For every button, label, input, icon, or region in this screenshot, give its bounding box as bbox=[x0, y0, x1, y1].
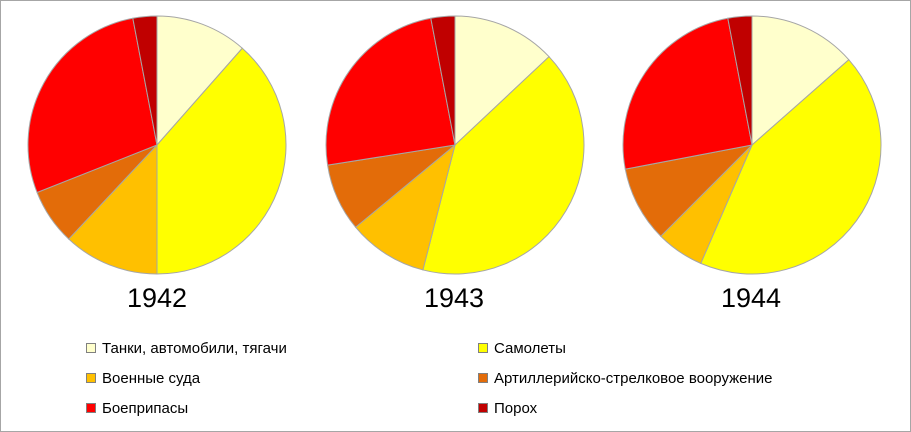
pie-slice-1943-ammo bbox=[325, 17, 456, 166]
legend-item-tanks: Танки, автомобили, тягачи bbox=[86, 338, 287, 358]
pie-label-1944: 1944 bbox=[720, 283, 782, 313]
pie-slice-1943-tanks bbox=[454, 15, 550, 147]
legend-item-planes: Самолеты bbox=[478, 338, 566, 358]
legend-swatch-ships bbox=[86, 373, 96, 383]
pie-slice-1943-planes bbox=[422, 55, 585, 275]
pie-slice-1942-powder bbox=[132, 15, 158, 146]
pie-charts bbox=[27, 15, 882, 275]
pie-slice-1942-ships bbox=[67, 143, 158, 275]
legend-item-powder: Порох bbox=[478, 398, 537, 418]
legend-item-artillery: Артиллерийско-стрелковое вооружение bbox=[478, 368, 773, 388]
pie-slice-1944-artillery bbox=[624, 144, 754, 237]
legend-swatch-powder bbox=[478, 403, 488, 413]
legend-swatch-planes bbox=[478, 343, 488, 353]
pie-slice-1944-tanks bbox=[751, 15, 850, 147]
pie-slice-1942-tanks bbox=[156, 15, 244, 147]
pie-slice-1943-ships bbox=[354, 143, 456, 271]
legend-swatch-artillery bbox=[478, 373, 488, 383]
legend-item-ships: Военные суда bbox=[86, 368, 200, 388]
pie-slice-1943-powder bbox=[430, 15, 456, 146]
legend-label-powder: Порох bbox=[494, 399, 538, 417]
legend-swatch-tanks bbox=[86, 343, 96, 353]
pie-slice-1944-powder bbox=[727, 15, 753, 146]
pie-label-1942: 1942 bbox=[126, 283, 188, 313]
legend-label-planes: Самолеты bbox=[494, 339, 566, 357]
legend-label-artillery: Артиллерийско-стрелковое вооружение bbox=[494, 369, 773, 387]
pie-slice-1944-ammo bbox=[622, 17, 753, 170]
pie-slice-1942-ammo bbox=[27, 17, 158, 194]
pie-slice-1944-planes bbox=[700, 58, 882, 275]
legend-item-ammo: Боеприпасы bbox=[86, 398, 188, 418]
pie-label-1943: 1943 bbox=[423, 283, 485, 313]
legend-label-ships: Военные суда bbox=[102, 369, 201, 387]
legend-swatch-ammo bbox=[86, 403, 96, 413]
pie-slice-1942-planes bbox=[156, 47, 287, 275]
legend-label-ammo: Боеприпасы bbox=[102, 399, 189, 417]
legend-label-tanks: Танки, автомобили, тягачи bbox=[102, 339, 287, 357]
